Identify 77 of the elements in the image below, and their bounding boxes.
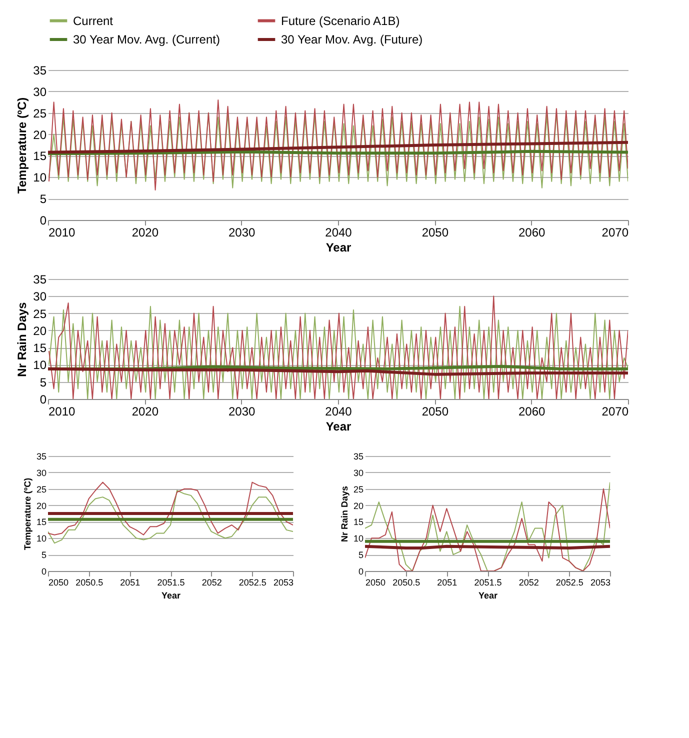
line-series [48,140,628,154]
line-series [48,100,628,190]
legend-label: 30 Year Mov. Avg. (Future) [281,32,423,46]
y-tick-label: 25 [36,484,46,494]
line-series [48,112,628,188]
x-tick-label: 2053 [590,578,610,588]
x-tick-label: 2050 [48,578,69,588]
y-tick-label: 15 [33,149,47,164]
x-tick-label: 2051 [437,578,458,588]
y-tick-label: 10 [36,534,46,544]
x-tick-label: 2010 [48,404,76,418]
x-tick-label: 2051.5 [157,578,185,588]
line-series [48,482,293,536]
y-tick-label: 20 [36,500,46,511]
y-tick-label: 10 [33,170,47,185]
x-tick-label: 2060 [518,226,546,240]
y-tick-label: 5 [40,375,47,390]
x-tick-label: 2050 [422,404,449,418]
y-tick-label: 30 [33,290,47,304]
x-axis-title: Year [326,420,352,434]
x-tick-label: 2060 [518,404,546,418]
legend-label: Future (Scenario A1B) [281,14,400,28]
x-tick-label: 2030 [228,226,256,240]
x-axis-title: Year [478,590,498,600]
x-tick-label: 2050.5 [76,578,104,588]
y-axis-title: Temperature (ºC) [22,478,32,550]
y-tick-label: 20 [33,324,47,338]
y-tick-label: 15 [353,517,364,528]
x-tick-label: 2040 [325,404,352,418]
x-tick-label: 2051 [120,578,140,588]
y-axis-title: Temperature (ºC) [15,97,30,194]
y-tick-label: 0 [358,566,364,576]
x-tick-label: 2040 [325,226,352,240]
x-tick-label: 2020 [132,404,159,418]
x-tick-label: 2052.5 [556,578,584,588]
x-tick-label: 2050 [366,578,386,588]
y-tick-label: 5 [40,192,47,206]
y-tick-label: 35 [33,64,47,78]
y-tick-label: 0 [40,392,47,406]
x-axis-title: Year [326,240,352,254]
x-tick-label: 2070 [602,226,629,240]
y-tick-label: 35 [36,452,46,462]
y-tick-label: 0 [40,214,47,228]
x-axis-title: Year [161,590,181,600]
y-tick-label: 20 [353,500,364,511]
y-tick-label: 15 [33,341,47,356]
y-axis-title: Nr Rain Days [339,486,350,542]
x-tick-label: 2052 [202,578,222,588]
y-tick-label: 25 [33,306,47,321]
y-tick-label: 30 [353,468,364,478]
x-tick-label: 2051.5 [474,578,502,588]
y-axis-title: Nr Rain Days [15,302,30,377]
x-tick-label: 2052 [518,578,539,588]
y-tick-label: 25 [33,106,47,120]
y-tick-label: 5 [41,550,46,560]
x-tick-label: 2070 [602,404,629,418]
y-tick-label: 5 [358,550,364,560]
y-tick-label: 35 [33,272,47,286]
y-tick-label: 0 [41,566,46,576]
x-tick-label: 2030 [228,404,256,418]
y-tick-label: 15 [36,517,46,528]
y-tick-label: 10 [353,534,364,544]
y-tick-label: 20 [33,128,47,142]
y-tick-label: 35 [353,452,364,462]
x-tick-label: 2020 [132,226,159,240]
x-tick-label: 2053 [273,578,294,588]
y-tick-label: 25 [353,484,364,494]
y-tick-label: 30 [33,84,47,99]
x-tick-label: 2010 [48,226,76,240]
line-series [48,490,293,544]
x-tick-label: 2052.5 [238,578,266,588]
x-tick-label: 2050.5 [392,578,420,588]
y-tick-label: 30 [36,468,46,478]
y-tick-label: 10 [33,358,47,372]
x-tick-label: 2050 [422,226,449,240]
legend-label: Current [73,14,114,28]
legend-label: 30 Year Mov. Avg. (Current) [73,32,220,46]
